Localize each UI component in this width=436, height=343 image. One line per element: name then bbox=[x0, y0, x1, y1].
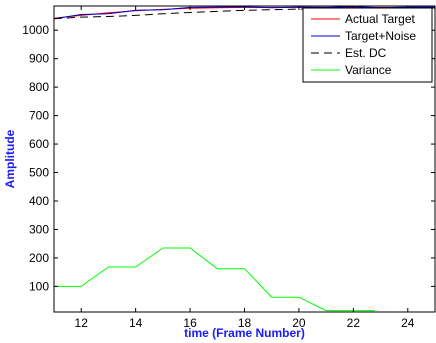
x-tick-label: 14 bbox=[129, 316, 143, 330]
legend-label-variance: Variance bbox=[345, 63, 392, 77]
x-tick-label: 20 bbox=[292, 316, 306, 330]
y-tick-label: 700 bbox=[29, 109, 49, 123]
x-tick-label: 22 bbox=[347, 316, 361, 330]
series-line-variance bbox=[54, 247, 376, 312]
legend-label-target-noise: Target+Noise bbox=[345, 29, 416, 43]
y-tick-label: 500 bbox=[29, 166, 49, 180]
axis-layer: 12 14 16 18 20 22 24 100 200 300 400 500 600 700 800 90… bbox=[22, 6, 435, 330]
x-tick-label: 18 bbox=[238, 316, 252, 330]
y-tick-label: 100 bbox=[29, 279, 49, 293]
legend-label-est-dc: Est. DC bbox=[345, 46, 387, 60]
y-tick-label: 900 bbox=[29, 52, 49, 66]
x-tick-label: 16 bbox=[183, 316, 197, 330]
y-axis-label: Amplitude bbox=[3, 129, 17, 188]
legend-label-actual-target: Actual Target bbox=[345, 12, 415, 26]
x-tick-label: 12 bbox=[75, 316, 89, 330]
x-tick-label: 24 bbox=[401, 316, 415, 330]
y-tick-label: 600 bbox=[29, 137, 49, 151]
y-tick-label: 300 bbox=[29, 222, 49, 236]
y-tick-label: 400 bbox=[29, 194, 49, 208]
x-axis-label: time (Frame Number) bbox=[184, 326, 305, 340]
y-tick-label: 200 bbox=[29, 251, 49, 265]
y-tick-label: 800 bbox=[29, 80, 49, 94]
y-tick-label: 1000 bbox=[22, 23, 49, 37]
legend: Actual Target Target+Noise Est. DC Variance bbox=[302, 7, 433, 83]
